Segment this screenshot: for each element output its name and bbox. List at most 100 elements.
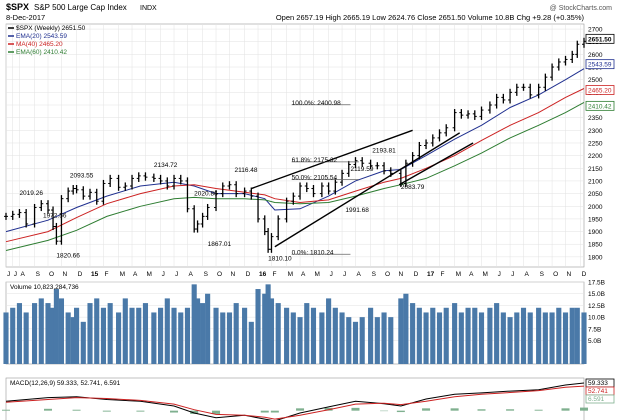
volume-bar — [151, 312, 157, 364]
date-tick-label: S — [540, 271, 545, 278]
macd-histogram-bar — [351, 407, 360, 411]
price-annotation: 50.0%: 2105.54 — [292, 175, 338, 182]
date-tick-label: S — [372, 271, 377, 278]
price-annotation: 2119.59 — [350, 166, 373, 173]
macd-value-label: 59.333 — [588, 380, 608, 387]
volume-bar — [178, 312, 184, 364]
date-tick-label: J — [7, 271, 10, 278]
price-tick-label: 1850 — [588, 242, 603, 249]
value-label-box — [585, 59, 615, 70]
trendline — [251, 129, 413, 190]
volume-panel: 5.0B 7.5B 10.0B 12.5B 15.0B 17.5B Volume 10,82… — [3, 280, 605, 365]
date-tick-label: A — [525, 271, 530, 278]
volume-bar — [58, 298, 65, 364]
volume-bar — [556, 307, 562, 364]
volume-bar — [423, 312, 429, 364]
price-tick-label: 2300 — [588, 128, 603, 135]
date-tick-label: J — [343, 271, 346, 278]
volume-bar — [129, 307, 135, 364]
date-tick-label: A — [469, 271, 474, 278]
volume-bar — [346, 317, 352, 364]
volume-bar — [436, 312, 443, 364]
price-tick-label: 2600 — [588, 52, 603, 59]
value-label-box — [585, 85, 615, 95]
volume-bar — [403, 293, 409, 364]
date-tick-label: N — [62, 271, 67, 278]
legend-entry: EMA(20) 2543.59 — [16, 33, 67, 40]
legend-entry: MA(40) 2465.20 — [16, 41, 63, 48]
date-tick-label: A — [20, 271, 25, 278]
volume-bar — [443, 307, 449, 364]
volume-bar — [304, 303, 310, 364]
volume-tick-label: 12.5B — [588, 303, 605, 310]
macd-title: MACD(12,26,9) 59.333, 52.741, 6.591 — [10, 380, 121, 387]
volume-bar — [487, 307, 493, 364]
macd-histogram-bar — [72, 409, 81, 411]
date-tick-label: S — [204, 271, 209, 278]
value-label-box — [585, 33, 615, 44]
volume-bar — [507, 317, 513, 364]
date-tick-label: J — [14, 271, 17, 278]
macd-histogram-bar — [396, 410, 405, 413]
volume-bar — [368, 307, 374, 364]
date-tick-label: D — [246, 271, 251, 278]
trendline — [274, 132, 461, 248]
price-annotation: 2134.72 — [154, 162, 178, 169]
date-tick-label: J — [175, 271, 178, 278]
volume-tick-label: 7.5B — [588, 326, 601, 333]
price-tick-label: 2250 — [588, 140, 603, 147]
price-annotation: 2020.86 — [194, 190, 218, 197]
date-tick-label: M — [314, 271, 319, 278]
volume-bar — [430, 307, 436, 364]
volume-bar — [45, 303, 51, 364]
price-tick-label: 2500 — [588, 77, 603, 84]
macd-signal-line — [5, 385, 585, 420]
volume-bar — [398, 298, 404, 364]
price-tick-label: 2150 — [588, 166, 603, 173]
volume-bar — [527, 312, 533, 364]
date-tick-label: J — [330, 271, 333, 278]
volume-bar — [265, 284, 271, 364]
macd-histogram-bar — [534, 409, 543, 411]
price-annotation: 2083.79 — [401, 184, 425, 191]
date-tick-label: O — [217, 271, 222, 278]
date-tick-label: M — [288, 271, 293, 278]
volume-bar — [374, 317, 380, 364]
macd-histogram-bar — [102, 410, 111, 412]
volume-bar — [122, 298, 128, 364]
macd-value-label: 6.591 — [588, 396, 605, 403]
volume-bar — [205, 293, 211, 364]
volume-bar — [310, 307, 317, 364]
volume-bar — [416, 307, 422, 364]
chart-symbol: $SPX — [6, 2, 29, 12]
date-tick-label: J — [162, 271, 165, 278]
volume-bar — [332, 307, 338, 364]
volume-bar — [574, 307, 580, 364]
date-tick-label: D — [582, 271, 587, 278]
price-tick-label: 2350 — [588, 115, 603, 122]
volume-bar — [410, 303, 416, 364]
volume-title: Volume 10,823,284,736 — [10, 284, 79, 291]
volume-bar — [284, 307, 290, 364]
date-tick-label: M — [120, 271, 125, 278]
date-tick-label: M — [483, 271, 488, 278]
volume-bar — [38, 298, 44, 364]
volume-bar — [158, 307, 164, 364]
volume-bar — [3, 312, 9, 364]
macd-histogram-bar — [450, 408, 459, 411]
value-label: 2543.59 — [588, 62, 612, 69]
volume-bar — [70, 317, 76, 364]
macd-histogram-bar — [270, 410, 279, 413]
volume-bar — [184, 307, 191, 364]
price-annotation: 2116.48 — [235, 167, 258, 174]
volume-bar — [10, 307, 16, 364]
macd-histogram-bar — [260, 410, 269, 413]
volume-bar — [297, 317, 303, 364]
date-tick-label: N — [567, 271, 572, 278]
volume-bar — [520, 307, 527, 364]
date-tick-label: M — [146, 271, 151, 278]
macd-histogram-bar — [580, 407, 588, 411]
date-tick-label: A — [133, 271, 138, 278]
volume-bar — [465, 307, 471, 364]
